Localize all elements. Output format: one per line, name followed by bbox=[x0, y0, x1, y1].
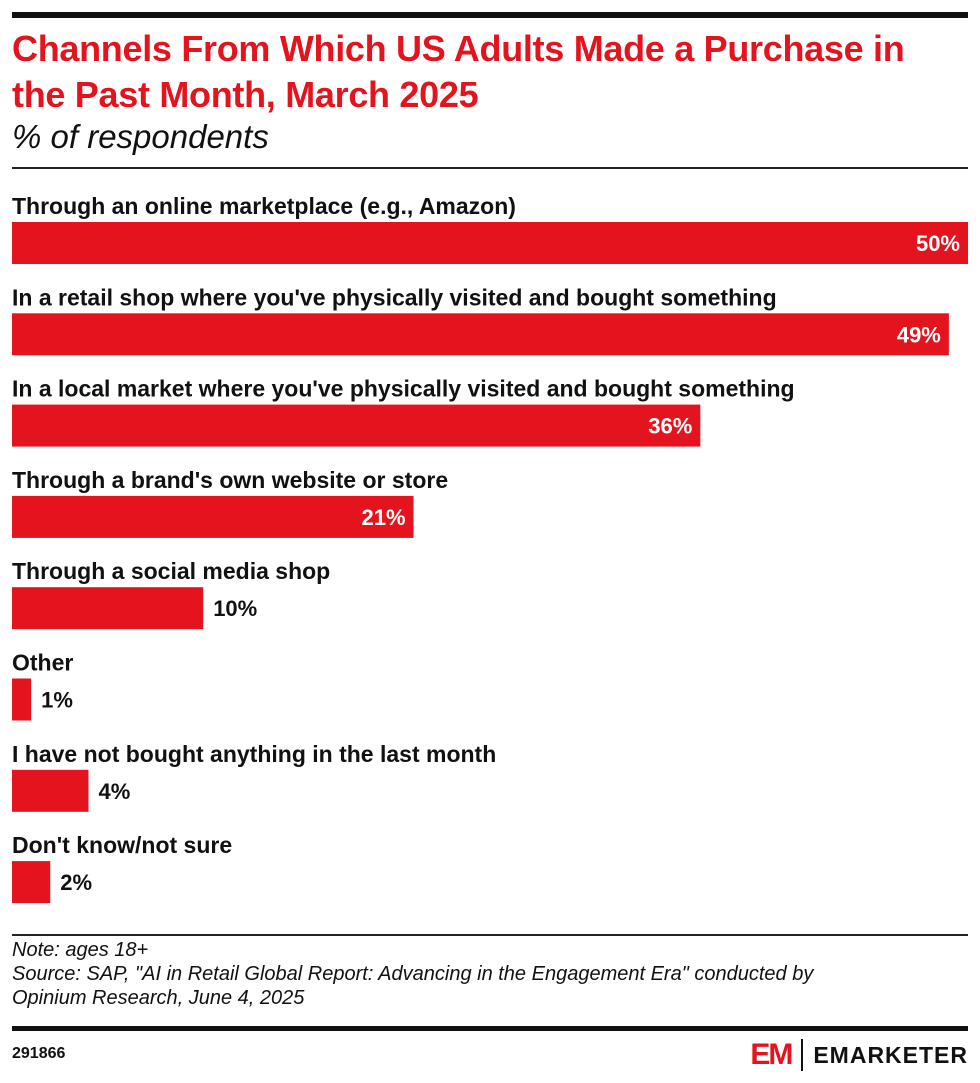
header-divider bbox=[12, 167, 968, 169]
data-label: 1% bbox=[41, 688, 73, 713]
bar bbox=[12, 861, 51, 904]
category-label: Through a social media shop bbox=[12, 558, 330, 584]
bar-chart: Through an online marketplace (e.g., Ama… bbox=[12, 193, 968, 904]
logo-divider bbox=[801, 1039, 804, 1071]
top-rule bbox=[12, 12, 968, 18]
data-label: 36% bbox=[648, 414, 692, 439]
category-label: In a local market where you've physicall… bbox=[12, 376, 795, 402]
chart-id: 291866 bbox=[12, 1045, 66, 1062]
data-label: 21% bbox=[361, 505, 405, 530]
category-label: Through an online marketplace (e.g., Ama… bbox=[12, 193, 516, 219]
bar bbox=[12, 404, 701, 447]
emarketer-logo: EM EMARKETER bbox=[750, 1038, 968, 1072]
bar bbox=[12, 678, 32, 721]
category-label: Don't know/not sure bbox=[12, 832, 232, 858]
note-text: Note: ages 18+ bbox=[12, 939, 149, 961]
bar bbox=[12, 313, 949, 356]
bar bbox=[12, 495, 414, 538]
data-label: 2% bbox=[60, 870, 92, 895]
chart-notes: Note: ages 18+ Source: SAP, "AI in Retai… bbox=[12, 938, 962, 1010]
bottom-rule bbox=[12, 1026, 968, 1031]
data-label: 10% bbox=[213, 596, 257, 621]
source-text-line-2: Opinium Research, June 4, 2025 bbox=[12, 987, 305, 1009]
logo-mark-icon: EM bbox=[750, 1038, 793, 1071]
logo-wordmark: EMARKETER bbox=[813, 1042, 968, 1068]
bar bbox=[12, 222, 968, 264]
source-text-line-1: Source: SAP, "AI in Retail Global Report… bbox=[12, 963, 814, 985]
bar bbox=[12, 769, 89, 812]
data-label: 49% bbox=[897, 322, 941, 347]
category-label: In a retail shop where you've physically… bbox=[12, 284, 777, 310]
footer-divider bbox=[12, 934, 968, 936]
category-label: Other bbox=[12, 650, 73, 676]
category-label: I have not bought anything in the last m… bbox=[12, 741, 496, 767]
category-label: Through a brand's own website or store bbox=[12, 467, 448, 493]
bar bbox=[12, 587, 204, 630]
chart-title: Channels From Which US Adults Made a Pur… bbox=[12, 28, 905, 115]
chart-subtitle: % of respondents bbox=[12, 118, 269, 155]
data-label: 50% bbox=[916, 231, 960, 256]
data-label: 4% bbox=[98, 779, 130, 804]
